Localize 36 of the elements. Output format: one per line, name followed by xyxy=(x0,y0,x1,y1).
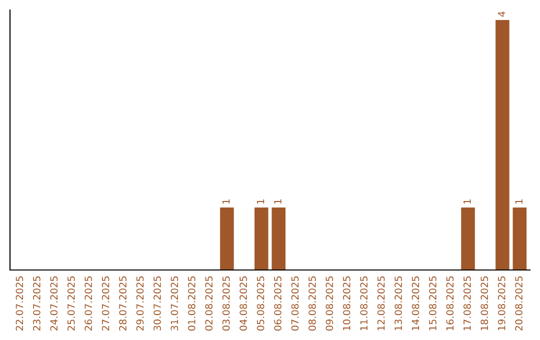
x-tick-label: 02.08.2025 xyxy=(205,276,213,331)
x-tick-label: 05.08.2025 xyxy=(256,276,264,331)
x-tick-label: 30.07.2025 xyxy=(154,276,161,330)
x-tick-label: 23.07.2025 xyxy=(33,276,40,331)
data-label: 1 xyxy=(274,199,282,204)
x-tick-label: 01.08.2025 xyxy=(188,276,196,331)
x-tick-label: 26.07.2025 xyxy=(84,276,92,331)
x-tick-label: 28.07.2025 xyxy=(119,276,126,331)
x-tick-label: 14.08.2025 xyxy=(412,276,420,330)
x-tick-label: 10.08.2025 xyxy=(342,276,350,330)
data-label: 1 xyxy=(515,199,522,204)
data-label: 1 xyxy=(256,199,264,204)
x-tick-label: 20.08.2025 xyxy=(515,276,522,331)
x-tick-label: 04.08.2025 xyxy=(240,276,247,331)
x-tick-label: 12.08.2025 xyxy=(377,276,385,330)
x-tick-label: 07.08.2025 xyxy=(291,276,299,331)
x-tick-label: 29.07.2025 xyxy=(136,276,144,331)
x-tick-label: 13.08.2025 xyxy=(394,276,402,330)
x-tick-label: 31.07.2025 xyxy=(170,276,178,330)
data-label: 4 xyxy=(498,12,506,17)
x-tick-label: 08.08.2025 xyxy=(308,276,316,331)
x-tick-label: 16.08.2025 xyxy=(446,276,454,330)
x-tick-label: 03.08.2025 xyxy=(222,276,230,331)
x-tick-label: 24.07.2025 xyxy=(50,276,58,331)
x-tick-label: 18.08.2025 xyxy=(480,276,488,330)
x-tick-label: 17.08.2025 xyxy=(463,276,471,330)
x-tick-label: 11.08.2025 xyxy=(360,276,368,330)
data-label: 1 xyxy=(222,199,230,204)
x-tick-label: 19.08.2025 xyxy=(498,276,506,330)
x-tick-label: 22.07.2025 xyxy=(16,276,24,331)
x-tick-label: 09.08.2025 xyxy=(326,276,334,331)
x-tick-label: 27.07.2025 xyxy=(102,276,110,331)
x-tick-label: 25.07.2025 xyxy=(67,276,75,331)
x-tick-label: 15.08.2025 xyxy=(429,276,436,330)
data-label: 1 xyxy=(464,199,471,204)
x-tick-label: 06.08.2025 xyxy=(274,276,282,331)
